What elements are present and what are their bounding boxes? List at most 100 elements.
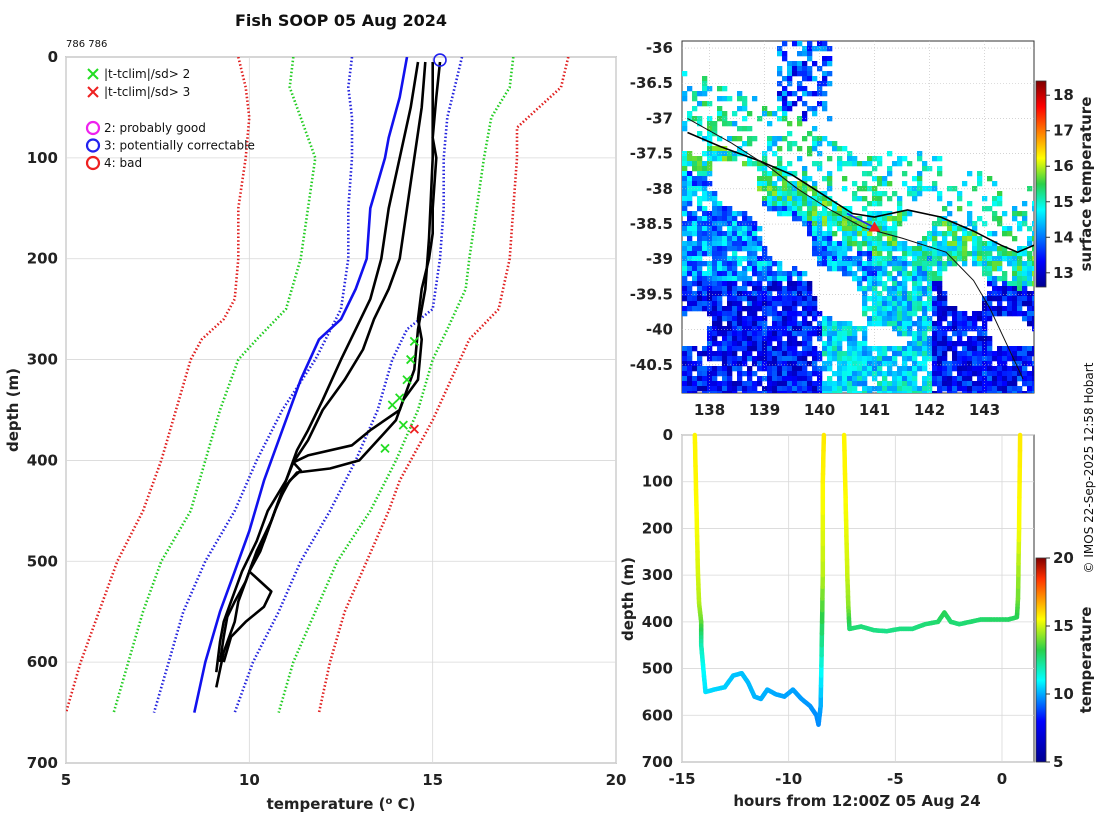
sst-pixel [1012, 311, 1018, 317]
sst-pixel [937, 336, 943, 342]
flag-3sd-marker [409, 424, 419, 434]
sst-pixel [1022, 251, 1028, 257]
sst-pixel [777, 51, 783, 57]
sst-pixel [992, 276, 998, 282]
sst-pixel [707, 226, 713, 232]
flag-2sd-marker-b [387, 400, 397, 410]
sst-pixel [697, 261, 703, 267]
sst-pixel [967, 341, 973, 347]
sst-pixel [1012, 211, 1018, 217]
sst-pixel [782, 301, 788, 307]
sst-pixel [867, 316, 873, 322]
sst-pixel [712, 341, 718, 347]
sst-pixel [912, 336, 918, 342]
sst-pixel [717, 326, 723, 332]
sst-pixel [787, 211, 793, 217]
sst-pixel [697, 216, 703, 222]
sst-pixel [782, 101, 788, 107]
sst-pixel [737, 326, 743, 332]
sst-pixel [742, 381, 748, 387]
sst-pixel [707, 331, 713, 337]
sst-pixel [787, 271, 793, 277]
sst-pixel [712, 386, 718, 392]
sst-pixel [732, 361, 738, 367]
sst-pixel [737, 301, 743, 307]
profile-ytick-label: 100 [27, 149, 58, 167]
sst-pixel [957, 196, 963, 202]
sst-pixel [902, 351, 908, 357]
sst-pixel [737, 321, 743, 327]
sst-pixel [932, 296, 938, 302]
sst-pixel [787, 306, 793, 312]
sst-pixel [682, 186, 688, 192]
sst-pixel [852, 276, 858, 282]
sst-pixel [897, 296, 903, 302]
sst-pixel [862, 376, 868, 382]
sst-pixel [912, 271, 918, 277]
sst-pixel [952, 231, 958, 237]
sst-pixel [827, 181, 833, 187]
sst-pixel [727, 346, 733, 352]
flag-2sd-marker-b [402, 375, 412, 385]
sst-pixel [777, 326, 783, 332]
sst-pixel [892, 161, 898, 167]
sst-pixel [992, 216, 998, 222]
sst-pixel [972, 186, 978, 192]
sst-pixel [722, 121, 728, 127]
sst-pixel [697, 296, 703, 302]
sst-pixel [712, 206, 718, 212]
sst-pixel [987, 261, 993, 267]
sst-pixel [912, 311, 918, 317]
sst-pixel [842, 351, 848, 357]
sst-pixel [847, 226, 853, 232]
sst-pixel [1017, 346, 1023, 352]
sst-pixel [967, 361, 973, 367]
sst-pixel [782, 166, 788, 172]
sst-pixel [857, 391, 863, 393]
sst-pixel [687, 231, 693, 237]
sst-pixel [747, 356, 753, 362]
sst-pixel [797, 311, 803, 317]
sst-pixel [932, 276, 938, 282]
sst-pixel [1027, 256, 1033, 262]
sst-pixel [697, 356, 703, 362]
sst-pixel [817, 161, 823, 167]
sst-pixel [1032, 301, 1034, 307]
qc-flag-circle [433, 53, 447, 67]
sst-pixel [972, 261, 978, 267]
sst-pixel [732, 311, 738, 317]
sst-pixel [787, 196, 793, 202]
sst-pixel [702, 271, 708, 277]
profile-xtick-label: 15 [422, 771, 443, 789]
sst-pixel [887, 386, 893, 392]
sst-pixel [797, 286, 803, 292]
sst-pixel [782, 291, 788, 297]
sst-pixel [752, 316, 758, 322]
sst-pixel [752, 326, 758, 332]
sst-pixel [927, 286, 933, 292]
sst-pixel [762, 341, 768, 347]
sst-pixel [942, 366, 948, 372]
sst-pixel [802, 171, 808, 177]
sst-pixel [727, 151, 733, 157]
sst-colorbar-tick-label: 16 [1053, 157, 1074, 175]
sst-pixel [722, 276, 728, 282]
sst-pixel [727, 291, 733, 297]
sst-pixel [862, 346, 868, 352]
sst-pixel [862, 251, 868, 257]
sst-pixel [922, 316, 928, 322]
sst-pixel [972, 311, 978, 317]
sst-pixel [837, 361, 843, 367]
sst-pixel [797, 321, 803, 327]
sst-pixel [847, 361, 853, 367]
sst-pixel [892, 346, 898, 352]
sst-pixel [767, 196, 773, 202]
sst-pixel [942, 371, 948, 377]
sst-pixel [687, 211, 693, 217]
sst-pixel [917, 386, 923, 392]
sst-pixel [717, 321, 723, 327]
sst-pixel [782, 306, 788, 312]
sst-pixel [837, 156, 843, 162]
sst-pixel [992, 231, 998, 237]
sst-pixel [1002, 381, 1008, 387]
